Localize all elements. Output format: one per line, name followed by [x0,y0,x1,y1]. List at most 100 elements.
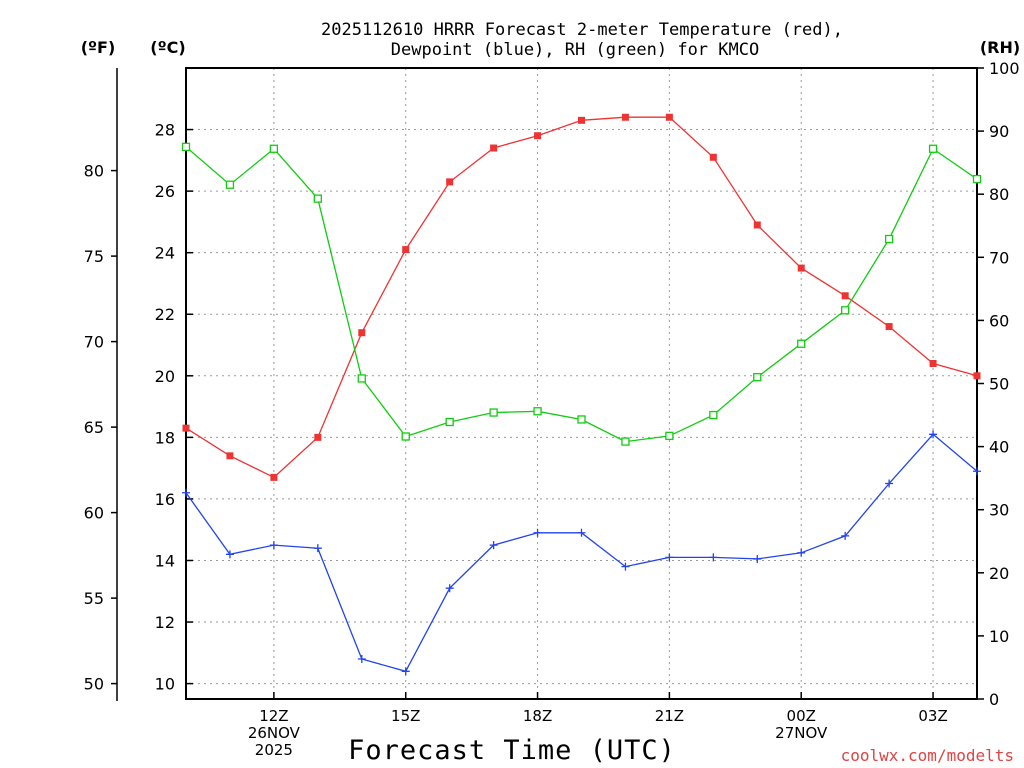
rh-point [181,142,191,152]
x-tick-label: 18Z [523,707,552,725]
fahrenheit-tick-label: 50 [84,675,104,694]
fahrenheit-tick-label: 55 [84,589,104,608]
celsius-tick-label: 12 [155,613,175,632]
rh-point [357,374,366,383]
temperature-point [929,359,937,367]
fahrenheit-axis-unit: (ºF) [81,38,116,57]
data-series [181,113,982,676]
dewpoint-point [885,479,894,488]
temperature-point [446,178,454,186]
celsius-axis-unit: (ºC) [150,38,185,57]
rh-point [797,339,806,348]
temperature-point [665,113,673,121]
rh-tick-label: 80 [989,185,1009,204]
celsius-tick-label: 26 [155,182,175,201]
chart-title-line2: Dewpoint (blue), RH (green) for KMCO [391,40,759,60]
dewpoint-point [225,550,234,559]
rh-tick-label: 40 [989,438,1009,457]
celsius-tick-label: 18 [155,428,175,447]
plot-frame [185,67,978,700]
rh-point [269,144,279,153]
dewpoint-point [797,548,806,557]
rh-tick-label: 30 [989,501,1009,520]
rh-point [533,407,542,416]
series-green [181,142,982,446]
temperature-point [709,153,717,161]
dewpoint-point [357,654,366,663]
temperature-point [270,473,278,481]
series-line-blue [185,433,978,673]
celsius-tick-label: 10 [155,675,175,694]
series-red [182,113,981,481]
temperature-point [314,433,322,441]
temperature-point [578,116,585,124]
x-tick-label: 2025 [255,741,293,759]
rh-axis-unit: (RH) [980,38,1020,57]
celsius-tick-label: 28 [155,121,175,140]
temperature-point [182,424,190,432]
dewpoint-point [445,584,454,593]
temperature-point [841,292,849,300]
temperature-point [973,372,981,380]
dewpoint-point [269,541,278,550]
x-tick-label: 15Z [391,707,420,725]
credit-label: coolwx.com/modelts [841,746,1014,765]
rh-tick-label: 20 [989,564,1009,583]
rh-tick-label: 60 [989,311,1009,330]
dewpoint-point [841,531,850,540]
rh-point [884,234,894,244]
dewpoint-point [929,430,938,439]
rh-tick-label: 70 [989,248,1009,267]
rh-point [445,417,454,427]
dewpoint-point [577,528,586,537]
x-tick-label: 27NOV [775,724,828,742]
fahrenheit-tick-label: 60 [84,504,104,523]
celsius-tick-label: 24 [155,244,175,263]
rh-tick-label: 90 [989,122,1009,141]
temperature-point [490,144,498,152]
celsius-tick-label: 16 [155,490,175,509]
fahrenheit-tick-label: 80 [84,162,104,181]
chart-title-line1: 2025112610 HRRR Forecast 2-meter Tempera… [321,20,843,40]
rh-point [928,144,938,153]
temperature-point [753,221,761,229]
rh-point [225,180,235,189]
temperature-point [797,264,805,272]
fahrenheit-tick-label: 65 [84,418,104,437]
rh-point [665,431,674,441]
rh-point [753,373,762,382]
rh-point [577,415,586,424]
celsius-tick-label: 14 [155,551,175,570]
rh-point [972,174,982,184]
grid-lines [186,68,977,699]
dewpoint-point [973,467,981,476]
dewpoint-point [665,553,674,562]
dewpoint-point [709,553,718,562]
x-tick-label: 12Z [259,707,288,725]
rh-tick-label: 10 [989,627,1009,646]
rh-tick-label: 50 [989,375,1009,394]
temperature-point [885,323,893,331]
rh-tick-label: 0 [989,690,999,709]
rh-tick-label: 100 [989,59,1020,78]
temperature-point [534,132,542,140]
rh-point [621,437,630,446]
x-tick-label: 21Z [655,707,684,725]
x-tick-label: 26NOV [248,724,301,742]
x-axis-title: Forecast Time (UTC) [348,735,676,766]
series-blue [182,430,981,676]
temperature-point [358,329,366,337]
fahrenheit-tick-label: 70 [84,333,104,352]
dewpoint-point [489,541,498,550]
dewpoint-point [401,667,410,676]
temperature-point [402,246,410,254]
rh-point [313,194,322,203]
rh-point [401,432,410,441]
rh-point [841,306,850,315]
temperature-point [621,113,629,121]
dewpoint-point [621,562,630,571]
fahrenheit-tick-label: 75 [84,247,104,266]
dewpoint-point [313,544,322,553]
temperature-point [226,452,234,460]
